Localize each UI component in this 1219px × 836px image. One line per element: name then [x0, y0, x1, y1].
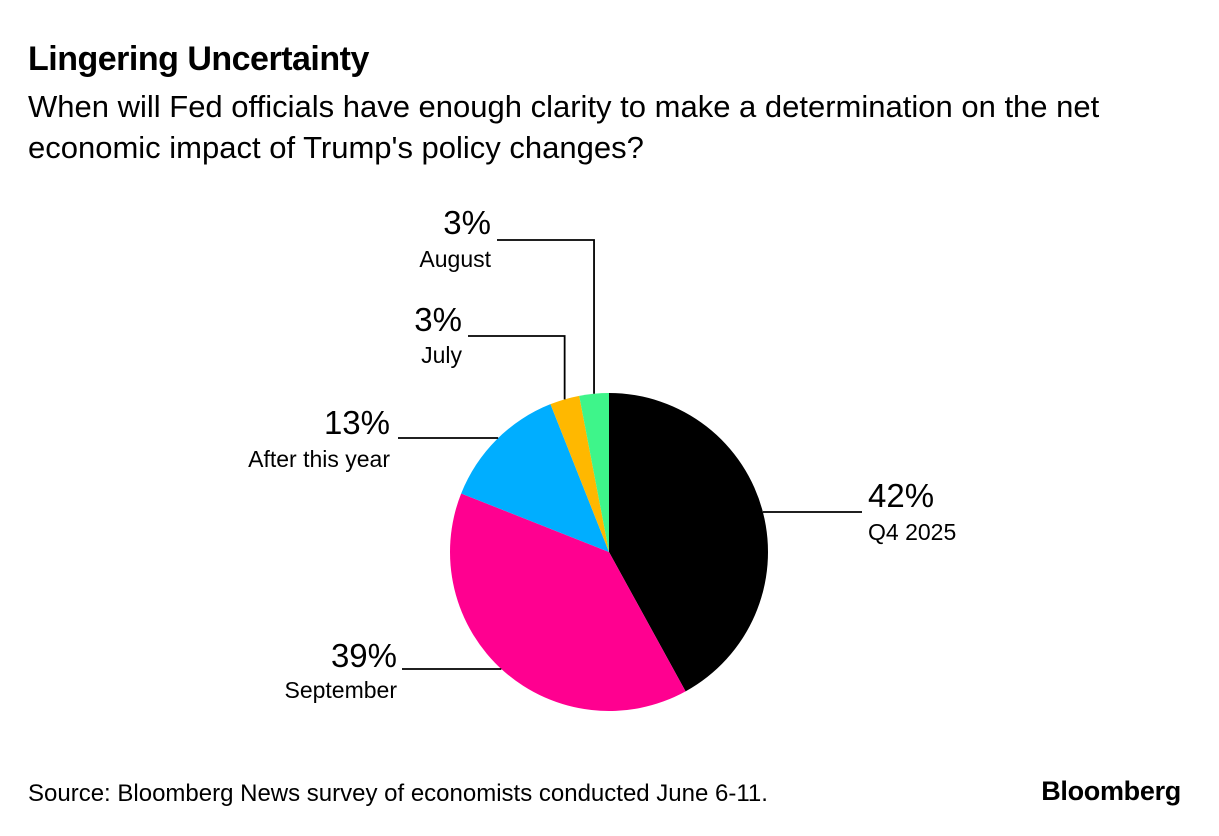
pie-slices	[449, 393, 768, 711]
slice-label-q4-2025: Q4 2025	[868, 519, 956, 545]
slice-value-after-this-year: 13%	[324, 404, 390, 441]
slice-value-august: 3%	[443, 204, 491, 241]
pie-slice-q4-2025	[609, 393, 768, 692]
leader-line-august	[497, 239, 595, 394]
pie-chart: 42% Q4 2025 39% September 13% After this year…	[248, 204, 956, 711]
bloomberg-logo: Bloomberg	[1041, 776, 1181, 806]
pie-slice-july	[550, 395, 609, 552]
pie-slice-august	[579, 393, 609, 552]
slice-label-after-this-year: After this year	[248, 446, 390, 472]
slice-value-july: 3%	[414, 301, 462, 338]
slice-label-september: September	[284, 677, 397, 703]
leader-line-july	[468, 335, 566, 400]
leader-lines	[398, 239, 862, 670]
slice-label-august: August	[419, 246, 491, 272]
chart-title: Lingering Uncertainty	[28, 40, 369, 78]
chart-subtitle: When will Fed officials have enough clar…	[28, 89, 1100, 165]
source-note: Source: Bloomberg News survey of economi…	[28, 780, 768, 807]
pie-slice-september	[449, 493, 686, 711]
pie-slice-after-this-year	[461, 404, 609, 552]
slice-value-q4-2025: 42%	[868, 477, 934, 514]
slice-label-july: July	[421, 342, 462, 368]
slice-labels: 42% Q4 2025 39% September 13% After this year…	[248, 204, 956, 703]
slice-value-september: 39%	[331, 637, 397, 674]
